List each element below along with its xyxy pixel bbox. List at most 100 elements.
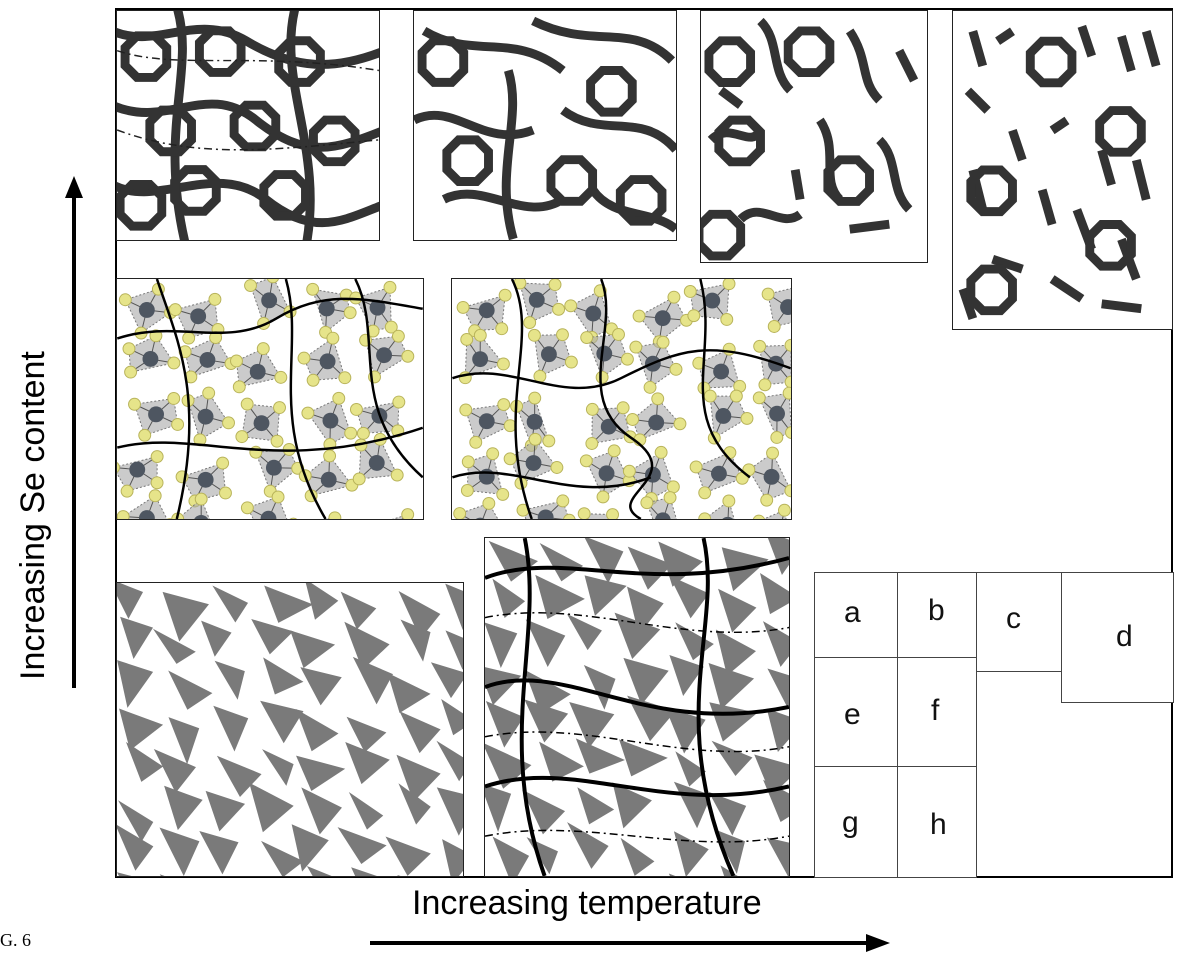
se-atom [460,333,474,346]
tetrahedron [767,668,789,707]
se-atom [168,303,182,317]
se-atom [784,375,791,389]
tetrahedron [627,546,673,590]
tetrahedron [385,836,431,876]
se-atom [577,507,591,519]
se-atom [344,426,358,440]
se-atom [171,418,185,431]
ge-atom [715,408,732,424]
se-atom [562,513,576,519]
se-atom [117,462,120,473]
se-atom [585,437,599,450]
panel-c-graphic [701,17,919,261]
se-atom [698,486,712,500]
tetrahedron [445,630,463,670]
ge-atom [648,414,665,431]
ge-atom [320,471,337,488]
se-atom [785,426,791,439]
ge-atom [711,465,727,482]
se-atom [194,492,208,506]
se-atom [632,309,646,323]
se-atom [673,417,687,431]
se-atom [523,316,537,330]
tetrahedron [436,787,463,836]
tetrahedron [398,783,431,825]
panel-f-graphic [452,279,791,519]
ge-atom [129,461,146,478]
tetrahedron [125,741,164,782]
tetrahedron [261,840,304,876]
tetrahedron [623,657,669,705]
key-cell-d [1061,572,1174,703]
ge-atom [368,454,385,471]
tetrahedron [766,708,789,753]
se-atom [124,365,138,379]
tetrahedron [442,839,463,876]
se-atom [338,371,352,385]
ring-group [117,26,360,231]
se-atom [473,328,487,342]
se-atom [767,320,781,333]
se-atom [349,403,363,416]
ge-atom [142,351,159,367]
y-axis-label: Increasing Se content [14,351,52,680]
se-atom [306,282,320,296]
chain-line [117,297,423,340]
tetrahedron [485,667,522,706]
tetrahedron [566,613,602,651]
se-atom [778,503,791,517]
se-atom [643,380,657,394]
se-atom [527,328,541,342]
se-atom [542,434,556,448]
tetrahedron [263,657,304,695]
tetrahedron [577,787,615,825]
se-atom [202,386,216,400]
se-atom [401,349,415,363]
se-atom [503,419,517,433]
ge-atom [260,510,277,519]
tetrahedron [212,585,249,623]
tetrahedron [488,540,539,582]
se-atom [148,489,162,503]
se-atom [482,496,496,510]
tetrahedron [295,708,339,752]
ge-atom [376,347,392,364]
se-atom [667,290,681,304]
chain-line [696,538,736,876]
se-atom [607,444,621,458]
tetrahedron [348,792,384,830]
se-atom [384,320,398,334]
tetrahedron [619,739,668,777]
ge-atom [780,299,791,316]
ge-atom [655,512,671,519]
se-atom [118,293,132,307]
se-atom [616,401,630,415]
tetrahedron [525,619,566,667]
x-axis-arrow [370,934,890,952]
se-atom [150,450,164,464]
ge-atom [722,516,734,519]
key-label-f: f [931,694,940,727]
se-atom [496,487,510,501]
panel-a [116,10,380,241]
se-atom [585,402,599,416]
se-atom [182,331,196,345]
se-atom [698,512,712,519]
se-atom [343,306,357,320]
ge-atom [478,302,495,319]
panel-f [451,278,792,520]
key-label-e: e [844,698,861,731]
key-cell-a [814,572,898,658]
tetrahedron [709,702,758,742]
chain-line [452,349,791,390]
ge-atom [769,405,785,422]
tetrahedron [673,831,709,876]
panel-g [116,582,464,877]
se-atom [274,370,288,384]
tetrahedron [301,787,342,835]
se-atom [669,362,683,376]
tetrahedron [346,716,387,753]
key-label-g: g [842,806,859,839]
tetrahedron [760,573,789,615]
se-atom [273,401,286,415]
